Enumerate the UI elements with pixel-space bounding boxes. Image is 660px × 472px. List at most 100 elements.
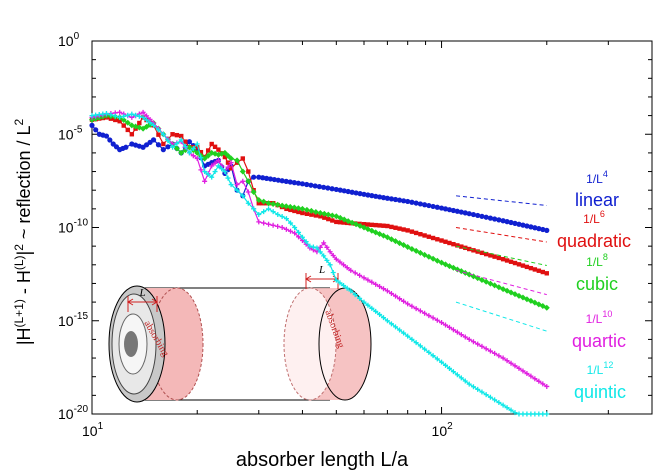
data-point	[446, 324, 452, 330]
data-point	[194, 141, 200, 147]
data-point	[222, 154, 228, 160]
data-point	[413, 306, 419, 312]
data-point	[123, 144, 129, 150]
data-point	[245, 200, 251, 206]
data-point	[528, 265, 534, 271]
data-point	[325, 211, 332, 218]
scaling-guide-quintic	[455, 301, 547, 332]
data-point	[202, 169, 208, 175]
data-point	[112, 113, 118, 119]
data-point	[279, 214, 285, 220]
data-point	[475, 386, 481, 392]
data-point	[256, 211, 262, 217]
data-point	[341, 283, 347, 289]
data-point	[492, 350, 498, 356]
data-point	[450, 327, 456, 333]
data-point	[330, 218, 335, 223]
data-point	[348, 267, 354, 273]
data-point	[532, 225, 538, 231]
data-point	[496, 217, 502, 223]
data-point	[174, 141, 180, 147]
data-point	[348, 288, 354, 294]
data-point	[267, 176, 274, 182]
data-point	[329, 186, 335, 192]
scaling-guide-quartic	[455, 269, 547, 296]
data-point	[377, 284, 383, 290]
data-point	[405, 198, 411, 205]
data-point	[329, 212, 336, 219]
data-point	[316, 184, 322, 190]
data-point	[288, 220, 294, 226]
data-point	[442, 206, 449, 212]
data-point	[144, 113, 150, 119]
data-point	[318, 214, 323, 219]
data-point	[198, 167, 204, 173]
data-point	[409, 229, 415, 234]
data-point	[295, 205, 302, 212]
data-point	[279, 225, 285, 230]
data-point	[479, 250, 485, 256]
data-point	[209, 163, 215, 169]
series-layer	[89, 109, 550, 417]
data-point	[308, 207, 315, 214]
series-name-linear: linear	[575, 190, 619, 210]
data-point	[308, 182, 314, 188]
data-point	[107, 137, 113, 143]
data-point	[500, 256, 506, 262]
data-point	[160, 147, 166, 153]
right-L-marker-label: L	[318, 264, 325, 276]
series-markers-quartic	[89, 109, 550, 389]
data-point	[528, 224, 534, 230]
data-point	[357, 191, 363, 197]
data-point	[240, 156, 245, 161]
data-point	[256, 174, 262, 180]
data-point	[212, 144, 218, 150]
data-point	[409, 199, 415, 205]
data-point	[475, 249, 480, 254]
data-point	[446, 365, 452, 371]
data-point	[520, 222, 526, 228]
data-point	[292, 208, 297, 214]
data-point	[430, 255, 437, 262]
data-point	[215, 163, 221, 169]
data-point	[190, 153, 196, 159]
data-point	[439, 320, 445, 326]
data-point	[413, 247, 420, 254]
data-point	[365, 302, 371, 308]
data-point	[435, 237, 440, 242]
data-point	[504, 258, 510, 263]
data-point	[408, 245, 415, 252]
data-point	[397, 327, 403, 333]
data-point	[234, 157, 241, 164]
data-point	[265, 200, 272, 207]
data-point	[222, 169, 228, 175]
data-point	[417, 249, 424, 256]
data-point	[544, 383, 550, 389]
data-point	[426, 234, 432, 239]
left-cap-core	[124, 331, 138, 357]
data-point	[251, 174, 257, 180]
data-point	[470, 211, 477, 218]
data-point	[296, 229, 302, 235]
data-point	[113, 117, 118, 123]
data-point	[312, 183, 318, 189]
data-point	[381, 223, 386, 228]
data-point	[455, 243, 460, 248]
data-point	[133, 112, 139, 118]
x-tick-label: 102	[432, 421, 454, 439]
data-point	[270, 222, 276, 228]
data-point	[443, 239, 448, 244]
data-point	[144, 117, 150, 123]
data-point	[422, 233, 427, 238]
data-point	[381, 286, 387, 292]
data-point	[373, 281, 379, 287]
data-point	[373, 308, 379, 314]
data-point	[321, 184, 327, 190]
data-point	[129, 111, 135, 117]
data-point	[209, 174, 215, 180]
data-point	[384, 234, 391, 241]
data-point	[256, 201, 261, 206]
data-point	[170, 132, 175, 137]
data-point	[430, 235, 436, 241]
data-point	[434, 204, 440, 210]
